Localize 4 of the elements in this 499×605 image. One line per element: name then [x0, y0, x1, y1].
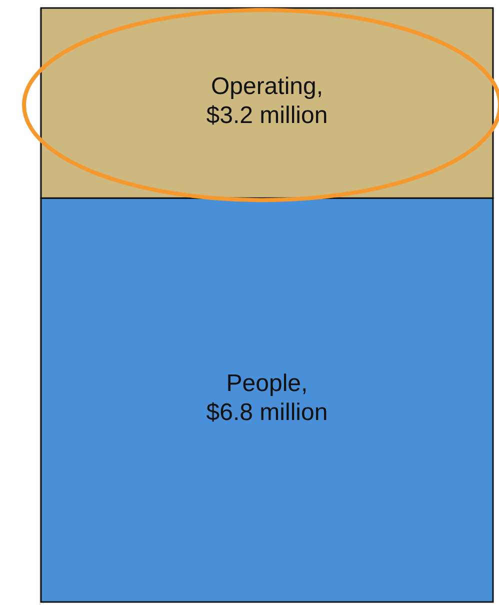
data-label: $3.2 million [206, 102, 328, 130]
series-label: Operating, [210, 73, 324, 100]
series-label: People, [226, 370, 308, 398]
data-label: $6.8 million [206, 399, 328, 426]
